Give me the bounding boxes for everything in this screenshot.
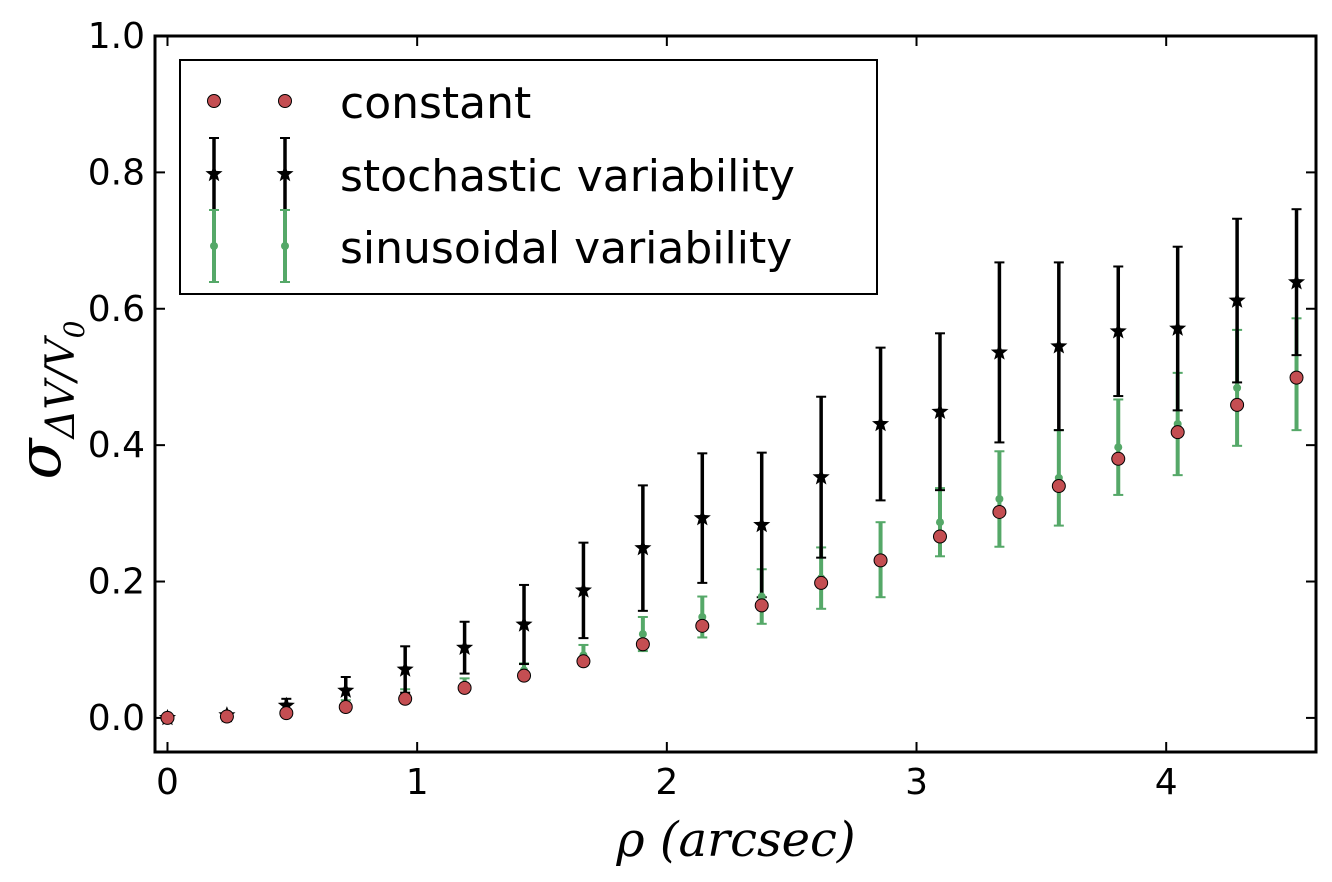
data-point-star [1169, 319, 1187, 336]
data-point-star [1228, 291, 1246, 308]
legend: constant stochastic variability sinusoid… [179, 59, 878, 295]
legend-marker-circle [207, 94, 221, 108]
data-point-circle [1289, 370, 1304, 385]
data-point-circle [992, 504, 1007, 519]
data-point-circle [1111, 451, 1126, 466]
data-point-circle [398, 691, 413, 706]
data-point-star [872, 415, 890, 432]
x-tick-label: 0 [156, 762, 179, 803]
data-point-star [574, 581, 593, 598]
data-point-star [931, 402, 949, 420]
data-point-circle [279, 706, 294, 721]
legend-marker-circle [278, 94, 292, 108]
y-axis-title: σΔV/V0 [5, 321, 91, 480]
data-point-star [1050, 337, 1068, 354]
data-point-dot [638, 630, 647, 639]
plot-frame [153, 34, 1318, 754]
data-point-star [753, 515, 771, 533]
y-axis-title-subsubscript: 0 [58, 321, 91, 339]
data-point-circle [338, 699, 353, 714]
data-point-circle [1230, 397, 1245, 412]
data-point-dot [995, 495, 1004, 504]
data-point-dot [935, 518, 944, 527]
x-tick-label: 2 [655, 762, 678, 803]
data-point-star [693, 509, 711, 526]
data-point-star [515, 615, 533, 632]
data-point-star [1287, 273, 1306, 290]
data-point-circle [219, 709, 234, 724]
legend-marker-dot [281, 242, 289, 250]
data-point-star [1109, 322, 1127, 339]
tick-layer: 0 1 2 3 4 0.0 0.2 0.4 0.6 0.8 1.0 [88, 16, 1316, 803]
data-point-dot [757, 592, 766, 601]
y-axis-title-subscript: ΔV/V [38, 334, 84, 440]
legend-marker-star [276, 165, 294, 182]
data-point-circle [457, 680, 472, 695]
data-point-dot [1233, 383, 1242, 392]
legend-marker-dot [210, 242, 218, 250]
x-tick-label: 3 [905, 762, 928, 803]
y-axis-title-symbol: σ [5, 436, 75, 479]
legend-label-sinusoidal: sinusoidal variability [340, 223, 792, 274]
data-point-circle [814, 575, 829, 590]
data-point-star [396, 660, 414, 677]
legend-box [179, 59, 878, 295]
y-tick-label: 0.2 [88, 562, 145, 603]
svg-text:σΔV/V0: σΔV/V0 [5, 321, 91, 480]
data-point-circle [754, 598, 769, 613]
legend-marker-star [205, 165, 223, 182]
y-tick-label: 0.4 [88, 425, 145, 466]
y-tick-label: 0.8 [88, 152, 145, 193]
x-tick-label: 4 [1155, 762, 1178, 803]
legend-label-constant: constant [340, 78, 531, 129]
y-tick-label: 0.0 [88, 698, 145, 739]
data-point-dot [698, 612, 707, 621]
data-point-circle [517, 668, 532, 683]
data-point-circle [695, 618, 710, 633]
data-point-star [990, 343, 1008, 360]
data-point-star [456, 638, 474, 655]
data-point-circle [1051, 479, 1066, 494]
data-point-circle [160, 710, 175, 725]
data-point-star [337, 681, 355, 698]
data-point-star [634, 539, 652, 556]
data-point-star [277, 696, 295, 713]
data-point-circle [932, 529, 947, 544]
x-tick-label: 1 [406, 762, 429, 803]
data-point-circle [635, 637, 650, 652]
x-axis-title: ρ (arcsec) [615, 812, 855, 868]
y-tick-label: 0.6 [88, 289, 145, 330]
data-point-circle [873, 553, 888, 568]
data-point-circle [576, 654, 591, 669]
data-point-circle [1170, 425, 1185, 440]
y-tick-label: 1.0 [88, 16, 145, 57]
marker-layer [158, 273, 1306, 726]
legend-marker-layer [205, 94, 294, 283]
data-point-star [812, 468, 830, 485]
data-point-dot [1114, 443, 1123, 452]
legend-label-stochastic: stochastic variability [340, 151, 795, 202]
